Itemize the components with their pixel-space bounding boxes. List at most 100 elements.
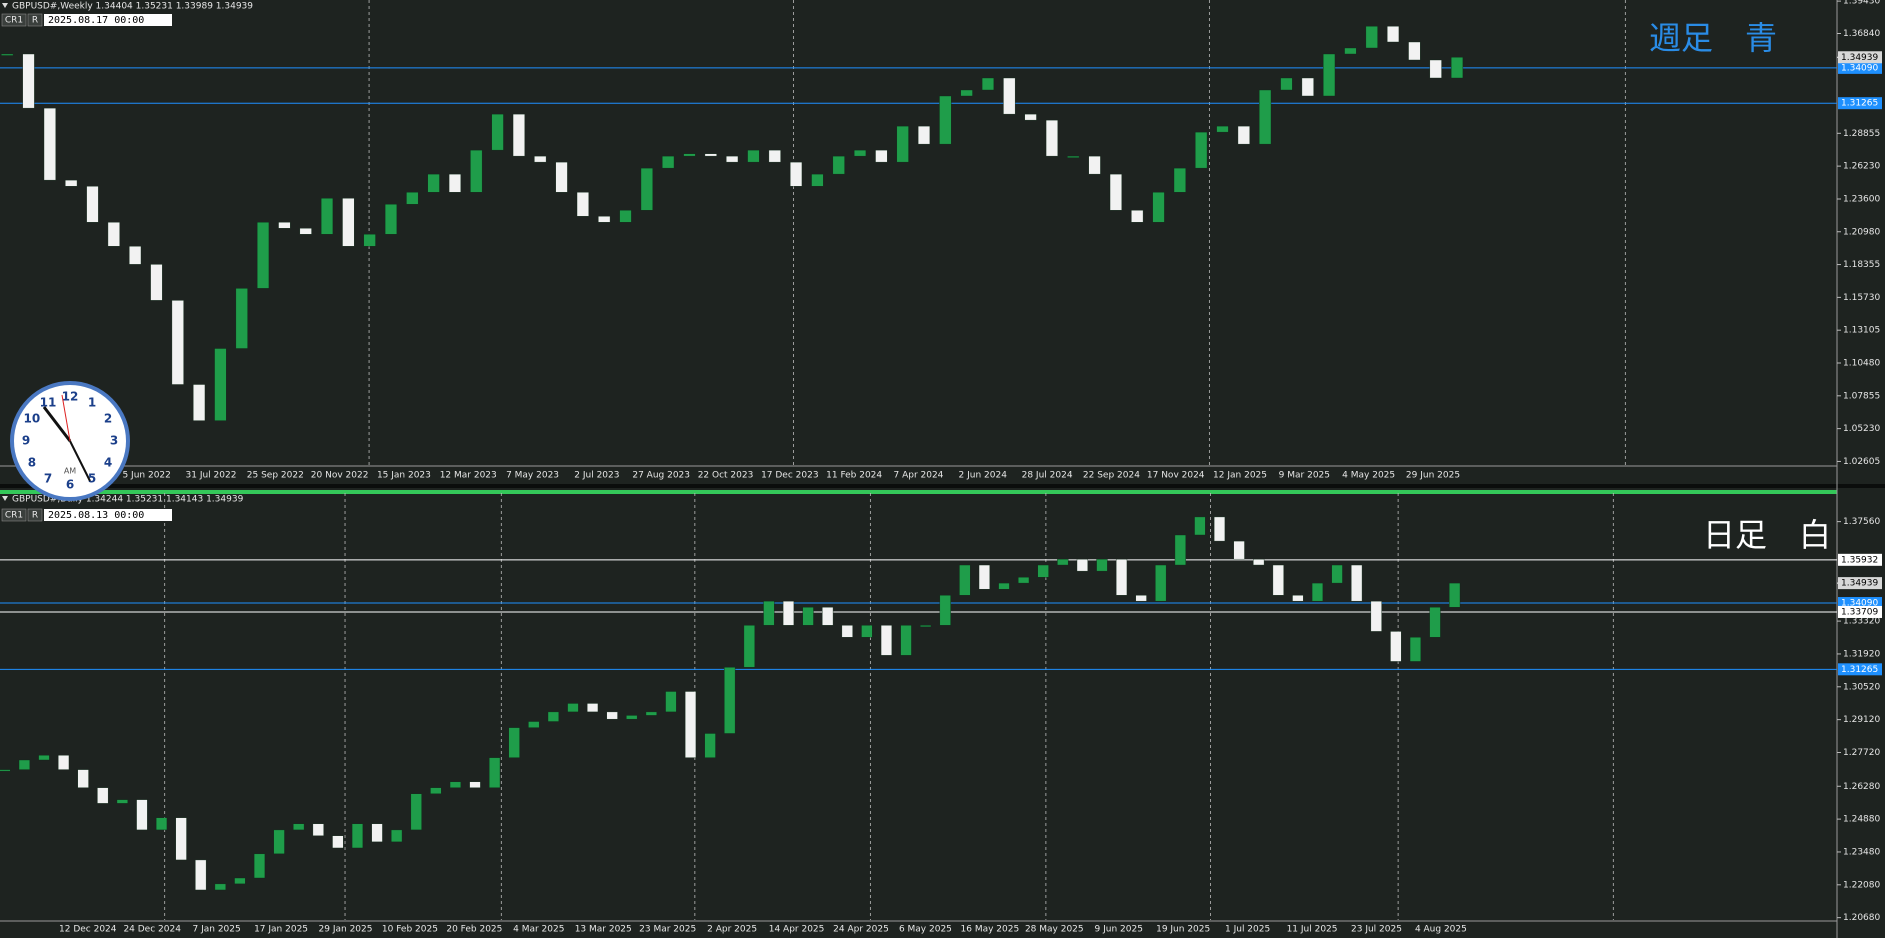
candle (491, 113, 504, 151)
annotation: 日足 白 (1703, 516, 1831, 554)
x-tick-label: 23 Jul 2025 (1351, 925, 1402, 935)
y-tick-label: 1.26230 (1843, 162, 1880, 172)
x-tick-label: 10 Feb 2025 (382, 925, 438, 935)
candle (1344, 47, 1357, 55)
candle (406, 192, 419, 205)
price-level-tag (1838, 605, 1882, 618)
candle (0, 769, 11, 772)
candle (1076, 558, 1088, 572)
candle (107, 222, 120, 247)
y-tick-label: 1.36840 (1843, 29, 1880, 39)
y-tick-label: 1.22080 (1843, 880, 1880, 890)
candle (896, 125, 909, 163)
price-level-tag (1838, 97, 1882, 110)
badge-label: R (32, 511, 38, 521)
y-tick-label: 1.27720 (1843, 748, 1880, 758)
clock-second-hand (61, 394, 71, 442)
candle (1195, 131, 1208, 169)
candle (1365, 26, 1378, 49)
candle (683, 153, 696, 157)
candle (65, 179, 78, 187)
y-tick-label: 1.15730 (1843, 293, 1880, 303)
last-price-label: 1.34939 (1841, 53, 1878, 63)
x-tick-label: 14 Apr 2025 (769, 925, 825, 935)
x-tick-label: 1 Jul 2025 (1225, 925, 1270, 935)
candle (22, 53, 35, 109)
candle (391, 829, 403, 843)
price-level-tag (1838, 61, 1882, 74)
x-tick-label: 16 May 2025 (961, 925, 1020, 935)
candle (116, 799, 128, 804)
clock-hour-hand (42, 406, 72, 442)
x-tick-label: 7 Apr 2024 (893, 471, 943, 481)
candle (534, 155, 547, 163)
candle (312, 823, 324, 836)
panel-icon (2, 3, 8, 8)
y-tick-label: 1.10480 (1843, 359, 1880, 369)
x-tick-label: 13 Mar 2025 (575, 925, 632, 935)
candle (1096, 558, 1108, 572)
panel-header: GBPUSD#,Daily 1.34244 1.35231 1.34143 1.… (12, 495, 244, 505)
candle (547, 711, 559, 722)
candle (38, 755, 50, 761)
panel-icon (2, 496, 8, 501)
y-tick-label: 1.23480 (1843, 847, 1880, 857)
candle (1429, 607, 1441, 638)
candle (129, 246, 142, 265)
x-tick-label: 11 Jul 2025 (1287, 925, 1338, 935)
candle (1280, 77, 1293, 91)
candle (1259, 89, 1272, 145)
x-tick-label: 24 Apr 2025 (833, 925, 889, 935)
y-tick-label: 1.02605 (1843, 457, 1880, 467)
x-tick-label: 12 Jan 2025 (1213, 471, 1267, 481)
candle (875, 149, 888, 163)
x-tick-label: 4 Mar 2025 (513, 925, 564, 935)
x-tick-label: 12 Dec 2024 (59, 925, 117, 935)
candle (598, 216, 611, 223)
x-tick-label: 20 Feb 2025 (446, 925, 502, 935)
x-tick-label: 31 Jul 2022 (186, 471, 237, 481)
candle (97, 787, 109, 804)
candle (743, 625, 755, 668)
candle (351, 823, 364, 849)
clock-number: 8 (28, 456, 36, 470)
price-level-tag (1838, 663, 1882, 676)
panel-header: GBPUSD#,Weekly 1.34404 1.35231 1.33989 1… (12, 2, 253, 12)
candle (1018, 577, 1030, 584)
y-tick-label: 1.37560 (1843, 517, 1880, 527)
candle (724, 667, 736, 734)
candle (171, 300, 184, 385)
candle (1272, 564, 1284, 596)
price-level-label: 1.34090 (1841, 599, 1878, 609)
timestamp: 2025.08.17 00:00 (48, 15, 144, 26)
y-tick-label: 1.31920 (1843, 649, 1880, 659)
candle (841, 625, 853, 638)
y-tick-label: 1.23600 (1843, 195, 1880, 205)
candle (880, 625, 893, 656)
candle (214, 348, 227, 421)
candle (1152, 192, 1165, 223)
candle (1351, 564, 1363, 602)
x-tick-label: 9 Mar 2025 (1279, 471, 1330, 481)
candle (1155, 564, 1167, 602)
candle (606, 711, 618, 720)
candle (1311, 582, 1324, 602)
x-tick-label: 15 Jan 2023 (377, 471, 431, 481)
candle (665, 691, 677, 713)
candle (704, 733, 716, 758)
x-tick-label: 29 Jan 2025 (319, 925, 373, 935)
candle (978, 564, 991, 590)
candle (214, 883, 226, 891)
annotation: 週足 青 (1649, 19, 1777, 57)
badge-label: R (32, 16, 38, 26)
clock-number: 9 (22, 434, 30, 448)
x-tick-label: 28 Jul 2024 (1022, 471, 1073, 481)
active-panel-bar (0, 490, 1837, 494)
y-tick-label: 1.20680 (1843, 913, 1880, 923)
x-tick-label: 25 Sep 2022 (247, 471, 304, 481)
candle (1450, 57, 1464, 79)
candle (77, 769, 89, 788)
y-tick-label: 1.39430 (1843, 0, 1880, 7)
candle (747, 149, 760, 163)
